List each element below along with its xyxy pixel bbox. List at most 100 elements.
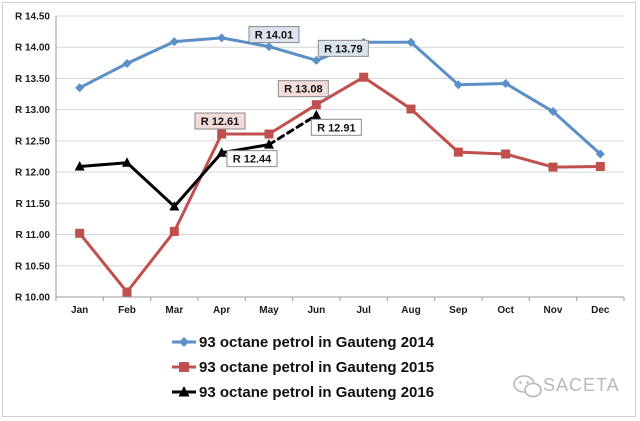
- x-tick-label: Mar: [165, 305, 183, 316]
- wechat-icon: [513, 375, 542, 398]
- data-point-marker: [406, 37, 416, 47]
- series-2-segment: [78, 231, 129, 294]
- y-tick-label: R 13.50: [15, 74, 50, 85]
- callout-box: [277, 80, 329, 98]
- data-point-marker: [311, 109, 322, 120]
- data-point-marker: [548, 162, 558, 172]
- x-tick-label: Sep: [449, 305, 467, 316]
- callout-box: [248, 26, 300, 44]
- data-point-marker: [501, 149, 511, 159]
- series-1-segment: [267, 45, 318, 62]
- data-point-marker: [264, 129, 274, 139]
- series-1-segment: [504, 81, 555, 114]
- series-2-segment: [362, 75, 413, 111]
- data-point-marker: [311, 55, 321, 65]
- x-axis-ticks: Jan Feb Mar Apr May Jun Jul Aug Sep Oct Nov Dec: [55, 297, 625, 316]
- data-point-marker: [169, 37, 179, 47]
- data-point-marker: [217, 129, 227, 139]
- data-point-marker: [122, 287, 132, 297]
- callout-label: R 12.61: [201, 116, 240, 128]
- data-point-marker: [179, 337, 189, 347]
- data-point-marker: [122, 157, 132, 167]
- legend: 93 octane petrol in Gauteng 2014 93 octan…: [172, 334, 435, 401]
- data-point-marker: [359, 72, 369, 82]
- x-tick-label: Aug: [401, 305, 420, 316]
- callout-box: [317, 39, 369, 57]
- data-point-marker: [264, 42, 274, 52]
- callout-label: R 13.08: [284, 84, 323, 96]
- y-tick-label: R 11.50: [16, 199, 51, 210]
- data-point-marker: [169, 200, 180, 211]
- series-2-segment: [456, 150, 508, 156]
- series-2-segment: [267, 103, 318, 136]
- series-1-segment: [220, 36, 271, 49]
- watermark-text: SACETA: [543, 375, 620, 395]
- y-tick-label: R 10.00: [15, 293, 50, 304]
- y-tick-label: R 13.00: [15, 105, 50, 116]
- data-point-marker: [311, 100, 321, 110]
- data-point-marker: [75, 228, 85, 238]
- callout-box: [194, 112, 246, 130]
- grid-lines: [55, 15, 624, 298]
- data-point-marker: [453, 80, 463, 90]
- data-point-marker: [217, 33, 227, 43]
- series-3-segment: [78, 161, 129, 168]
- data-point-marker: [75, 83, 85, 93]
- x-tick-label: Nov: [544, 305, 563, 316]
- series-2-segment: [551, 164, 602, 169]
- series-2-segment: [504, 152, 555, 169]
- data-point-marker: [178, 386, 190, 397]
- callout-label: R 12.91: [317, 122, 356, 134]
- data-point-marker: [548, 107, 558, 117]
- legend-label: 93 octane petrol in Gauteng 2015: [199, 359, 434, 376]
- value-callouts: R 14.01 R 13.79 R 13.08 R 12.61 R 12.44 R 12.…: [194, 26, 369, 168]
- data-point-marker: [595, 161, 605, 171]
- callout-label: R 14.01: [255, 30, 294, 42]
- data-point-marker: [169, 226, 179, 236]
- x-tick-label: Dec: [591, 305, 610, 316]
- series-1-segment: [172, 36, 224, 44]
- legend-label: 93 octane petrol in Gauteng 2014: [199, 334, 435, 351]
- x-tick-label: Apr: [213, 305, 230, 316]
- callout-label: R 13.79: [324, 43, 363, 55]
- callout-label: R 12.44: [233, 154, 272, 166]
- data-point-marker: [216, 147, 227, 157]
- y-tick-label: R 10.50: [15, 261, 50, 272]
- x-tick-label: Jul: [356, 305, 371, 316]
- series-3-segment: [172, 151, 224, 208]
- callout-box: [226, 150, 278, 168]
- x-tick-label: Jun: [307, 305, 325, 316]
- series-1-segment: [78, 61, 129, 90]
- x-tick-label: May: [259, 305, 279, 316]
- y-tick-label: R 14.00: [15, 43, 50, 54]
- data-point-marker: [406, 104, 416, 114]
- y-tick-label: R 12.50: [15, 136, 50, 147]
- series-1-segment: [456, 81, 508, 87]
- plot-area: [56, 16, 624, 297]
- y-tick-label: R 14.50: [15, 12, 50, 23]
- data-point-marker: [501, 78, 511, 88]
- x-tick-label: Oct: [497, 305, 514, 316]
- series-2-segment: [409, 107, 460, 154]
- series-2-segment: [172, 132, 224, 233]
- data-point-marker: [264, 139, 274, 149]
- series-2-segment: [314, 75, 366, 107]
- x-tick-label: Feb: [118, 305, 136, 316]
- data-point-marker: [74, 160, 85, 171]
- y-tick-label: R 12.00: [15, 168, 50, 179]
- legend-label: 93 octane petrol in Gauteng 2016: [199, 384, 434, 401]
- series-1-segment: [409, 40, 460, 87]
- x-tick-label: Jan: [71, 305, 88, 316]
- data-point-marker: [179, 362, 189, 372]
- y-tick-label: R 11.00: [16, 230, 51, 241]
- y-axis-ticks: R 10.00 R 10.50 R 11.00 R 11.50 R 12.00 R 12.…: [15, 12, 50, 304]
- series-3-segment: [125, 161, 176, 208]
- watermark: SACETA: [513, 375, 620, 398]
- series-1-segment: [125, 40, 176, 65]
- series-1-segment: [551, 110, 602, 156]
- data-point-marker: [595, 149, 605, 159]
- data-point-marker: [453, 147, 463, 157]
- series-2-segment: [125, 229, 176, 294]
- series-3-segment: [267, 113, 318, 147]
